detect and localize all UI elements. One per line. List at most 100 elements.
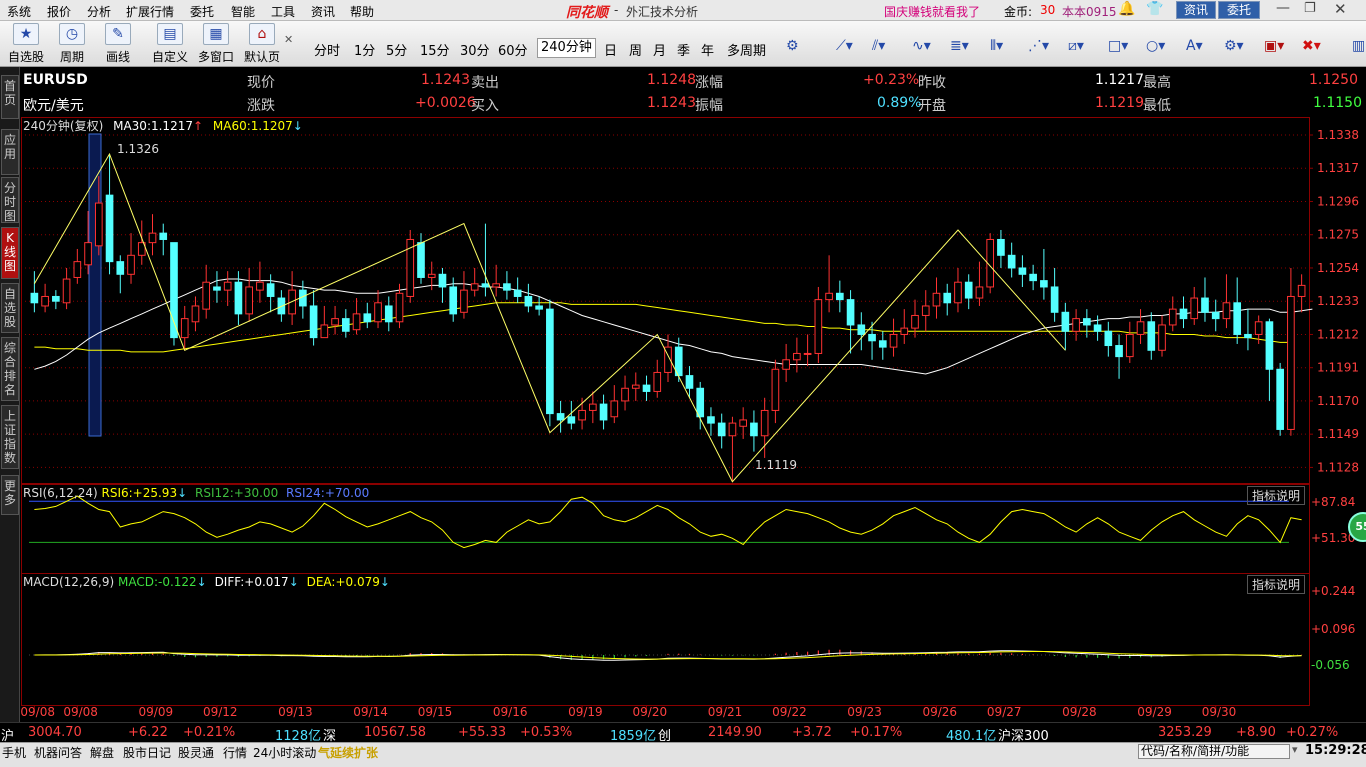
period-multi[interactable]: 多周期: [727, 44, 767, 59]
tab-home[interactable]: 首页: [1, 75, 19, 119]
candle-body: [438, 273, 447, 288]
tab-watchlist[interactable]: 自选股: [1, 283, 19, 333]
period-button[interactable]: ◷ 周期: [52, 23, 92, 65]
analysis-link[interactable]: 解盘: [90, 746, 115, 760]
shirt-icon[interactable]: 👕: [1146, 1, 1164, 17]
bars-tool-icon[interactable]: ⦀▾: [990, 38, 1004, 54]
search-input[interactable]: 代码/名称/简拼/功能: [1138, 744, 1290, 759]
rsi24-value: +70.00: [324, 486, 370, 500]
cy-value: 2149.90: [708, 725, 762, 740]
period-15m[interactable]: 15分: [420, 44, 450, 59]
promo-link[interactable]: 国庆赚钱就看我了: [884, 5, 981, 19]
candle-body: [1018, 267, 1027, 275]
settings-gear-icon[interactable]: ⚙: [786, 38, 799, 54]
tab-timeshare[interactable]: 分时图: [1, 177, 19, 223]
tab-sh-index[interactable]: 上证指数: [1, 405, 19, 469]
tab-more[interactable]: 更多: [1, 475, 19, 515]
candle-body: [1211, 311, 1220, 320]
menu-tools[interactable]: 工具: [271, 5, 296, 19]
rsi24-label: RSI24:: [286, 486, 325, 500]
period-season[interactable]: 季: [677, 44, 691, 59]
macd-plot: [29, 649, 1303, 661]
dropdown-icon[interactable]: ▾: [1292, 743, 1298, 756]
market-link[interactable]: 行情: [223, 746, 248, 760]
parallel-tool-icon[interactable]: ⫽▾: [872, 38, 886, 54]
multiwindow-button[interactable]: ▦ 多窗口: [196, 23, 236, 65]
menu-smart[interactable]: 智能: [231, 5, 256, 19]
menu-help[interactable]: 帮助: [350, 5, 375, 19]
panel-toggle-icon[interactable]: ▥: [1352, 38, 1366, 54]
menu-extended[interactable]: 扩展行情: [126, 5, 175, 19]
score-badge[interactable]: 55: [1348, 512, 1366, 542]
candle-body: [857, 324, 866, 335]
price-tick-label: 1.1254: [1317, 261, 1359, 275]
period-week[interactable]: 周: [629, 44, 643, 59]
candle-body: [1168, 308, 1177, 326]
period-30m[interactable]: 30分: [460, 44, 490, 59]
rect-tool-icon[interactable]: □▾: [1108, 38, 1129, 54]
menu-news[interactable]: 资讯: [311, 5, 336, 19]
fan-tool-icon[interactable]: ⋰▾: [1028, 38, 1050, 54]
draw-settings-gear-icon[interactable]: ⚙▾: [1224, 38, 1244, 54]
macd-frame: [21, 573, 1310, 706]
index-status-bar: 沪 3004.70 +6.22 +0.21% 1128亿 深 10567.58 …: [0, 722, 1366, 744]
rsi-label: RSI(6,12,24): [23, 486, 98, 500]
high-value: 1.1250: [1309, 72, 1358, 88]
ask-label: 卖出: [471, 75, 499, 91]
candle-body: [352, 313, 361, 331]
text-tool-icon[interactable]: A▾: [1186, 38, 1203, 54]
candle-body: [170, 242, 178, 339]
period-year[interactable]: 年: [701, 44, 715, 59]
kline-chart[interactable]: 1.1338 1.1317 1.1296 1.1275 1.1254 1.1233 1.12…: [21, 117, 1366, 722]
custom-button[interactable]: ▤ 自定义: [150, 23, 190, 65]
period-60m[interactable]: 60分: [498, 44, 528, 59]
date-axis-labels: 09/08 09/08 09/09 09/12 09/13 09/14 09/15 09/16…: [21, 705, 1236, 719]
channel-tool-icon[interactable]: ⧄▾: [1068, 38, 1084, 54]
fib-tool-icon[interactable]: ≣▾: [950, 38, 969, 54]
stock-genie-link[interactable]: 股灵通: [178, 746, 215, 760]
circle-tool-icon[interactable]: ○▾: [1146, 38, 1166, 54]
rolling-news-link[interactable]: 24小时滚动: [253, 746, 317, 760]
candle-body: [921, 305, 930, 316]
mobile-link[interactable]: 手机: [2, 746, 27, 760]
tab-kline[interactable]: K线图: [1, 227, 19, 279]
tab-ranking[interactable]: 综合排名: [1, 337, 19, 401]
menu-trade[interactable]: 委托: [190, 5, 215, 19]
restore-icon[interactable]: ❐: [1304, 1, 1316, 16]
save-tool-icon[interactable]: ▣▾: [1264, 38, 1285, 54]
close-icon[interactable]: ✕: [1334, 0, 1347, 18]
wave-tool-icon[interactable]: ∿▾: [912, 38, 931, 54]
menu-system[interactable]: 系统: [7, 5, 32, 19]
period-240m[interactable]: 240分钟: [537, 38, 596, 58]
delete-tool-icon[interactable]: ✖▾: [1302, 38, 1321, 54]
period-day[interactable]: 日: [604, 44, 618, 59]
bell-icon[interactable]: 🔔: [1118, 1, 1136, 17]
candle-body: [427, 273, 436, 278]
period-1m[interactable]: 1分: [354, 44, 376, 59]
default-page-button[interactable]: ⌂ 默认页: [242, 23, 282, 65]
draw-button[interactable]: ✎ 画线: [98, 23, 138, 65]
rsi-explain-button[interactable]: 指标说明: [1247, 486, 1306, 505]
cy-label: 创: [658, 729, 672, 744]
period-tick[interactable]: 分时: [314, 44, 341, 59]
line-tool-icon[interactable]: ⟋▾: [836, 38, 853, 54]
tab-apps[interactable]: 应用: [1, 129, 19, 175]
menu-quote[interactable]: 报价: [47, 5, 72, 19]
period-5m[interactable]: 5分: [386, 44, 408, 59]
date-label: 09/08: [63, 705, 98, 719]
down-arrow-icon: ↓: [292, 119, 303, 133]
qa-link[interactable]: 机器问答: [34, 746, 83, 760]
candle-body: [1297, 284, 1306, 297]
menu-analysis[interactable]: 分析: [87, 5, 112, 19]
news-ticker[interactable]: 气延续扩张: [318, 746, 379, 760]
watchlist-button[interactable]: ★ 自选股: [6, 23, 46, 65]
period-month[interactable]: 月: [653, 44, 667, 59]
news-button[interactable]: 资讯: [1176, 1, 1216, 19]
toolbar-close-icon[interactable]: ✕: [284, 33, 294, 46]
diary-link[interactable]: 股市日记: [123, 746, 172, 760]
trade-button[interactable]: 委托: [1218, 1, 1260, 19]
macd-explain-button[interactable]: 指标说明: [1247, 575, 1306, 594]
candle-body: [814, 299, 823, 354]
chart-area[interactable]: 1.1338 1.1317 1.1296 1.1275 1.1254 1.1233 1.12…: [21, 117, 1366, 724]
minimize-icon[interactable]: —: [1276, 0, 1290, 16]
